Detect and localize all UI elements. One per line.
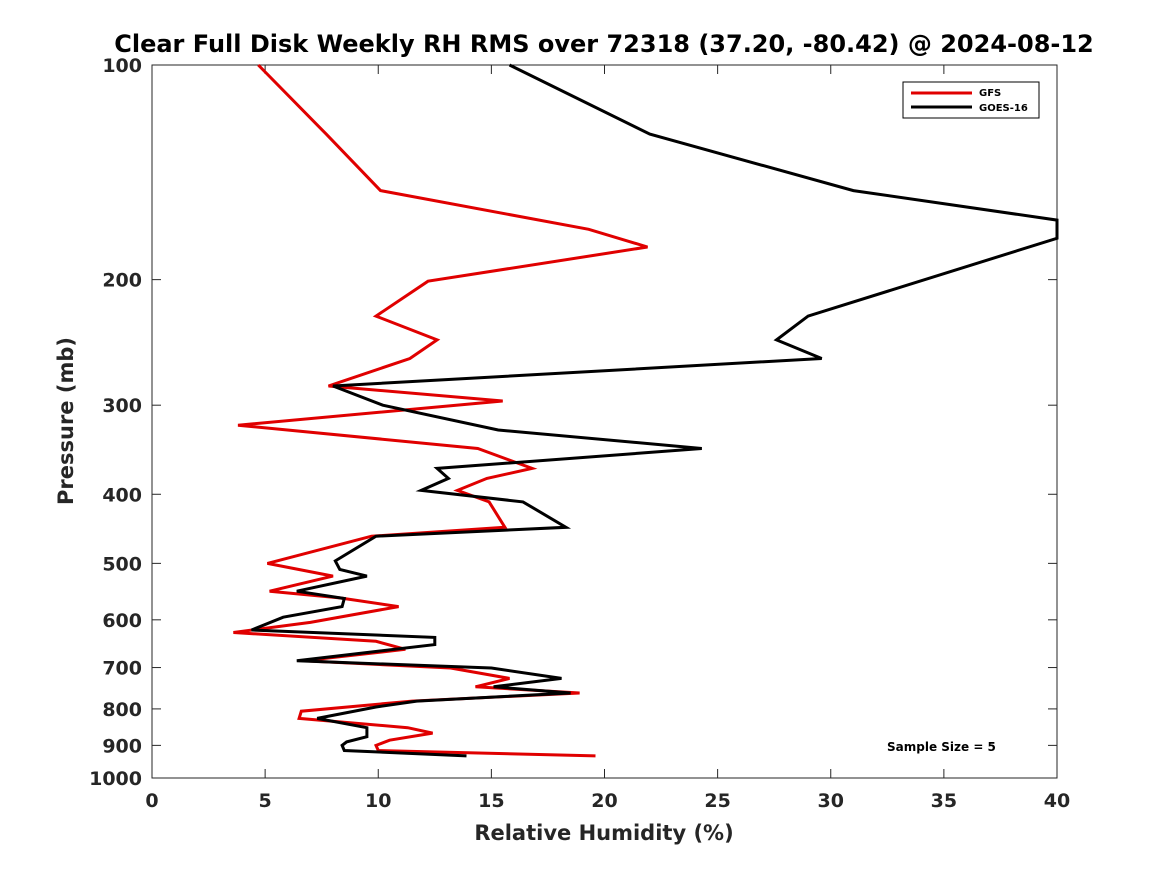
legend-box: [902, 81, 1040, 119]
x-tick-label: 10: [365, 790, 391, 812]
x-tick-label: 5: [259, 790, 272, 812]
y-tick-label: 100: [102, 55, 142, 77]
x-tick-label: 40: [1044, 790, 1070, 812]
series-layer: [233, 63, 1059, 758]
x-tick-label: 0: [145, 790, 158, 812]
y-tick-label: 900: [102, 735, 142, 757]
x-tick-label: 25: [704, 790, 730, 812]
legend-label-gfs: GFS: [979, 88, 1001, 99]
legend-label-goes16: GOES-16: [979, 103, 1028, 114]
y-axis-title: Pressure (mb): [54, 337, 78, 505]
x-tick-label: 30: [818, 790, 844, 812]
y-tick-label: 700: [102, 658, 142, 680]
x-tick-label: 35: [931, 790, 957, 812]
y-tick-label: 600: [102, 610, 142, 632]
y-tick-label: 500: [102, 553, 142, 575]
x-axis-title: Relative Humidity (%): [474, 821, 733, 845]
y-tick-label: 800: [102, 699, 142, 721]
sample-size-annotation: Sample Size = 5: [887, 740, 996, 754]
legend: GFS GOES-16: [902, 81, 1040, 119]
axes: 0 5 10 15 20 25 30 35 40 100 200 300 400 500 600 700 800…: [89, 55, 1070, 812]
y-tick-label: 1000: [89, 768, 142, 790]
y-tick-label: 400: [102, 484, 142, 506]
y-tick-label: 300: [102, 395, 142, 417]
y-tick-label: 200: [102, 270, 142, 292]
x-tick-label: 20: [591, 790, 617, 812]
series-line-goes16: [251, 63, 1059, 758]
x-tick-label: 15: [478, 790, 504, 812]
series-line-gfs: [233, 63, 648, 758]
chart-title: Clear Full Disk Weekly RH RMS over 72318…: [114, 30, 1094, 58]
